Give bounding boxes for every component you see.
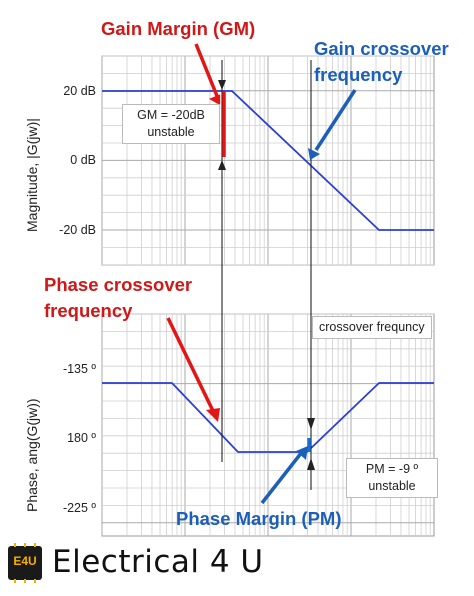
gm-arrow-down [218, 80, 226, 90]
pm-annotation-arrow [260, 450, 304, 505]
gain-margin-annotation: Gain Margin (GM) [101, 18, 256, 39]
pm-status: unstable [368, 479, 416, 493]
gain-crossover-annotation-line1: Gain crossover [314, 38, 449, 59]
crossover-box-text: crossover frequncy [319, 320, 425, 334]
mag-tick-0: 0 dB [70, 153, 96, 167]
pm-value-box: PM = -9 º unstable [346, 458, 438, 498]
magnitude-axis-label: Magnitude, |G(jw)| [24, 118, 40, 232]
phase-axis-label: Phase, ang(G(jw)) [24, 398, 40, 512]
phase-tick-225: -225 º [62, 501, 96, 515]
gm-arrow-up [218, 160, 226, 170]
magnitude-grid [101, 55, 435, 266]
brand-name: Electrical 4 U [52, 544, 264, 580]
crossover-box: crossover frequncy [312, 316, 432, 339]
gm-value: GM = -20dB [137, 108, 205, 122]
phase-crossover-annotation-line2: frequency [44, 300, 133, 321]
phase-grid [101, 313, 435, 537]
gm-value-box: GM = -20dB unstable [122, 104, 220, 144]
phase-crossover-annotation-arrow [166, 317, 216, 414]
e4u-logo: E4U [8, 543, 42, 583]
logo-text: E4U [13, 554, 37, 568]
pm-arrow-down [307, 418, 315, 430]
pm-value: PM = -9 º [365, 462, 419, 476]
magnitude-curve [102, 90, 434, 231]
gain-crossover-annotation-line2: frequency [314, 64, 403, 85]
phase-margin-annotation: Phase Margin (PM) [176, 508, 342, 529]
gain-crossover-annotation-arrow [314, 89, 357, 151]
mag-tick-neg20: -20 dB [59, 223, 96, 237]
phase-crossover-annotation-line1: Phase crossover [44, 274, 193, 295]
gm-status: unstable [147, 125, 195, 139]
phase-tick-135: -135 º [62, 362, 96, 376]
gm-annotation-arrow [194, 43, 219, 97]
phase-curve [102, 382, 434, 453]
mag-tick-20: 20 dB [63, 84, 96, 98]
phase-tick-180: 180 º [67, 431, 96, 445]
pm-arrow-up [307, 458, 315, 470]
